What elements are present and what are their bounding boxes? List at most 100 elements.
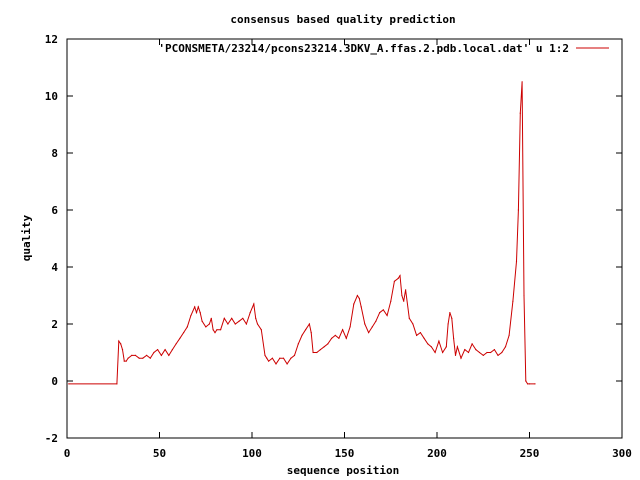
data-point bbox=[220, 329, 222, 331]
data-point bbox=[201, 320, 203, 322]
data-point bbox=[434, 351, 436, 354]
data-point bbox=[293, 354, 296, 356]
data-point bbox=[249, 312, 251, 314]
data-point bbox=[393, 280, 395, 282]
data-point bbox=[375, 320, 377, 322]
data-point bbox=[475, 349, 477, 351]
data-point bbox=[260, 329, 262, 331]
data-points bbox=[68, 81, 536, 385]
data-point bbox=[349, 326, 351, 328]
y-tick-label: 4 bbox=[51, 261, 58, 274]
data-point bbox=[364, 323, 366, 325]
data-point bbox=[442, 351, 444, 354]
data-point bbox=[116, 383, 118, 385]
x-tick-label: 150 bbox=[335, 447, 355, 460]
y-tick-label: 6 bbox=[51, 204, 58, 217]
data-point bbox=[525, 380, 527, 382]
y-tick-label: 0 bbox=[51, 375, 58, 388]
data-point bbox=[501, 351, 503, 354]
data-point bbox=[279, 357, 281, 359]
data-point bbox=[517, 209, 520, 211]
data-point bbox=[255, 317, 257, 319]
data-point bbox=[427, 343, 429, 345]
data-point bbox=[403, 300, 405, 302]
data-point bbox=[338, 337, 340, 339]
data-point bbox=[310, 332, 312, 334]
data-point bbox=[245, 323, 247, 325]
data-point bbox=[456, 346, 458, 348]
data-point bbox=[453, 337, 455, 339]
data-point bbox=[490, 351, 492, 354]
data-point bbox=[482, 354, 484, 356]
data-point bbox=[451, 317, 453, 319]
data-point bbox=[118, 340, 120, 342]
data-point bbox=[199, 312, 201, 314]
data-point bbox=[497, 354, 499, 356]
data-point bbox=[179, 337, 181, 339]
data-point bbox=[194, 306, 196, 308]
data-point bbox=[123, 360, 125, 362]
data-point bbox=[286, 363, 288, 365]
data-point bbox=[157, 349, 159, 351]
data-point bbox=[478, 351, 481, 354]
data-point bbox=[358, 297, 360, 299]
data-point bbox=[253, 303, 255, 305]
data-point bbox=[521, 81, 523, 83]
data-point bbox=[290, 357, 292, 359]
y-tick-label: 10 bbox=[45, 90, 58, 103]
y-tick-label: 8 bbox=[51, 147, 58, 160]
legend-label: 'PCONSMETA/23214/pcons23214.3DKV_A.ffas.… bbox=[158, 42, 569, 55]
data-point bbox=[460, 357, 462, 359]
x-axis: 0 50 100 150 200 250 300 bbox=[64, 39, 632, 460]
x-axis-label: sequence position bbox=[287, 464, 400, 477]
data-point bbox=[464, 349, 466, 351]
data-point bbox=[234, 323, 236, 325]
data-point bbox=[227, 323, 229, 325]
data-point bbox=[125, 360, 127, 362]
data-point bbox=[275, 363, 277, 365]
data-point bbox=[345, 337, 347, 339]
data-point bbox=[138, 357, 140, 359]
data-point bbox=[371, 326, 373, 328]
data-point bbox=[334, 334, 336, 336]
data-point bbox=[305, 329, 307, 331]
data-point bbox=[183, 332, 185, 334]
data-point bbox=[515, 260, 518, 262]
data-point bbox=[256, 323, 259, 325]
data-point bbox=[190, 314, 192, 317]
data-point bbox=[379, 312, 381, 314]
data-point bbox=[397, 277, 399, 279]
x-tick-label: 200 bbox=[427, 447, 447, 460]
data-point bbox=[312, 351, 314, 354]
data-point bbox=[445, 346, 447, 348]
data-point bbox=[242, 317, 244, 319]
data-point bbox=[493, 349, 495, 351]
data-point bbox=[419, 332, 421, 334]
chart-title: consensus based quality prediction bbox=[230, 13, 455, 26]
data-point bbox=[331, 337, 333, 339]
data-point bbox=[416, 334, 418, 336]
data-point bbox=[268, 360, 270, 362]
data-point bbox=[120, 343, 122, 345]
data-point bbox=[131, 354, 133, 356]
data-point bbox=[512, 300, 514, 302]
data-point bbox=[430, 346, 432, 348]
x-tick-label: 100 bbox=[242, 447, 262, 460]
y-tick-label: 12 bbox=[45, 33, 58, 46]
data-point bbox=[127, 357, 129, 359]
data-point bbox=[216, 329, 218, 331]
data-point bbox=[205, 326, 207, 328]
data-point bbox=[164, 349, 166, 351]
data-point bbox=[527, 383, 529, 385]
data-point bbox=[208, 323, 210, 325]
data-point bbox=[223, 317, 225, 319]
data-point bbox=[171, 349, 173, 351]
x-tick-label: 0 bbox=[64, 447, 71, 460]
data-point bbox=[149, 357, 151, 359]
data-point bbox=[316, 351, 318, 354]
data-point bbox=[142, 357, 144, 359]
y-axis-label: quality bbox=[20, 214, 33, 261]
data-point bbox=[382, 309, 384, 311]
data-point bbox=[360, 306, 362, 308]
